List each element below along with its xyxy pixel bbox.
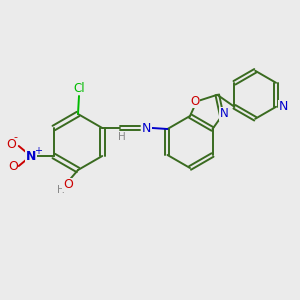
Text: N: N: [219, 107, 228, 120]
Text: O: O: [63, 178, 73, 191]
Text: N: N: [26, 149, 36, 163]
Text: O: O: [8, 160, 18, 173]
Text: -: -: [14, 132, 18, 142]
Text: N: N: [278, 100, 288, 113]
Text: H: H: [57, 185, 65, 195]
Text: Cl: Cl: [73, 82, 85, 94]
Text: O: O: [6, 137, 16, 151]
Text: +: +: [34, 146, 42, 156]
Text: O: O: [190, 95, 199, 108]
Text: N: N: [142, 122, 151, 134]
Text: H: H: [118, 132, 126, 142]
